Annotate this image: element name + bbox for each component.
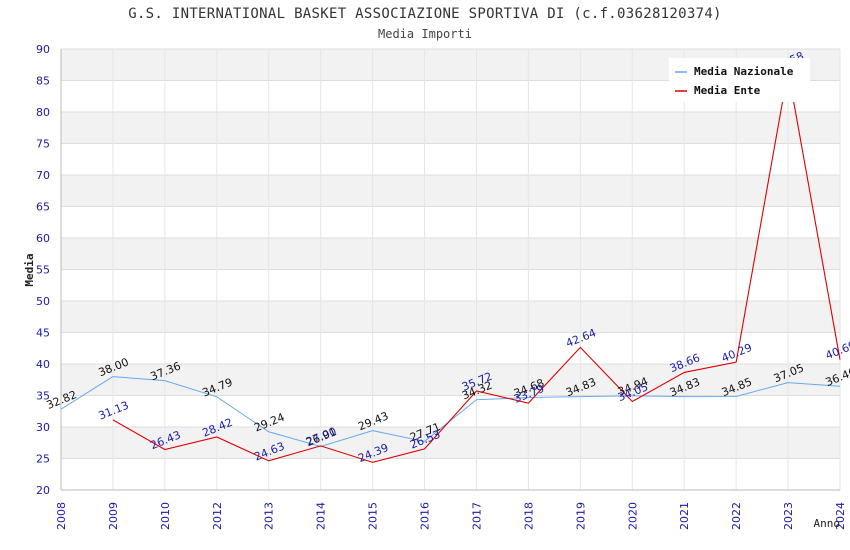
x-tick-label: 2009 [107,502,120,530]
x-tick-label: 2010 [159,502,172,530]
y-tick-label: 50 [36,295,50,308]
x-tick-label: 2023 [782,502,795,530]
plot-band [61,175,840,207]
y-tick-label: 40 [36,358,50,371]
x-tick-label: 2013 [263,502,276,530]
plot-band [61,458,840,490]
x-tick-label: 2008 [55,502,68,530]
axes [60,49,840,491]
y-tick-label: 65 [36,201,50,214]
y-tick-label: 90 [36,43,50,56]
x-axis-label: Anno [814,517,841,530]
y-tick-label: 35 [36,390,50,403]
plot-band [61,301,840,333]
plot-band [61,238,840,270]
y-tick-label: 70 [36,169,50,182]
plot-bands [61,49,840,490]
y-axis-label: Media [23,253,36,286]
y-tick-label: 45 [36,327,50,340]
y-tick-label: 55 [36,264,50,277]
x-tick-label: 2022 [730,502,743,530]
y-tick-labels: 20 25 30 35 40 45 50 55 60 65 70 75 80 85 90 [36,43,50,497]
plot-band [61,364,840,396]
x-tick-label: 2020 [626,502,639,530]
plot-band [61,269,840,301]
y-tick-label: 30 [36,421,50,434]
y-tick-label: 20 [36,484,50,497]
y-tick-label: 25 [36,453,50,466]
chart-title: G.S. INTERNATIONAL BASKET ASSOCIAZIONE S… [128,6,722,22]
plot-band [61,332,840,364]
plot-band [61,206,840,238]
x-tick-label: 2015 [367,502,380,530]
y-tick-label: 80 [36,106,50,119]
x-tick-label: 2019 [574,502,587,530]
series-lines [60,70,841,463]
x-tick-labels: 2008 2009 2010 2012 2013 2014 2015 2016 2017 2018… [55,502,847,530]
legend: Media Nazionale Media Ente [669,58,810,102]
legend-background [669,58,810,102]
x-tick-label: 2021 [678,502,691,530]
x-tick-label: 2024 [834,502,847,530]
x-tick-label: 2012 [211,502,224,530]
x-tick-label: 2017 [470,502,483,530]
plot-band [61,143,840,175]
series-line-media-ente [112,70,841,463]
legend-label-media-nazionale: Media Nazionale [694,65,794,78]
x-tick-label: 2018 [522,502,535,530]
y-tick-label: 75 [36,138,50,151]
x-tick-label: 2014 [315,502,328,530]
y-tick-label: 60 [36,232,50,245]
chart-subtitle: Media Importi [378,27,472,41]
legend-label-media-ente: Media Ente [694,84,761,97]
y-tick-label: 85 [36,75,50,88]
plot-band [61,395,840,427]
plot-band [61,112,840,144]
x-tick-label: 2016 [419,502,432,530]
